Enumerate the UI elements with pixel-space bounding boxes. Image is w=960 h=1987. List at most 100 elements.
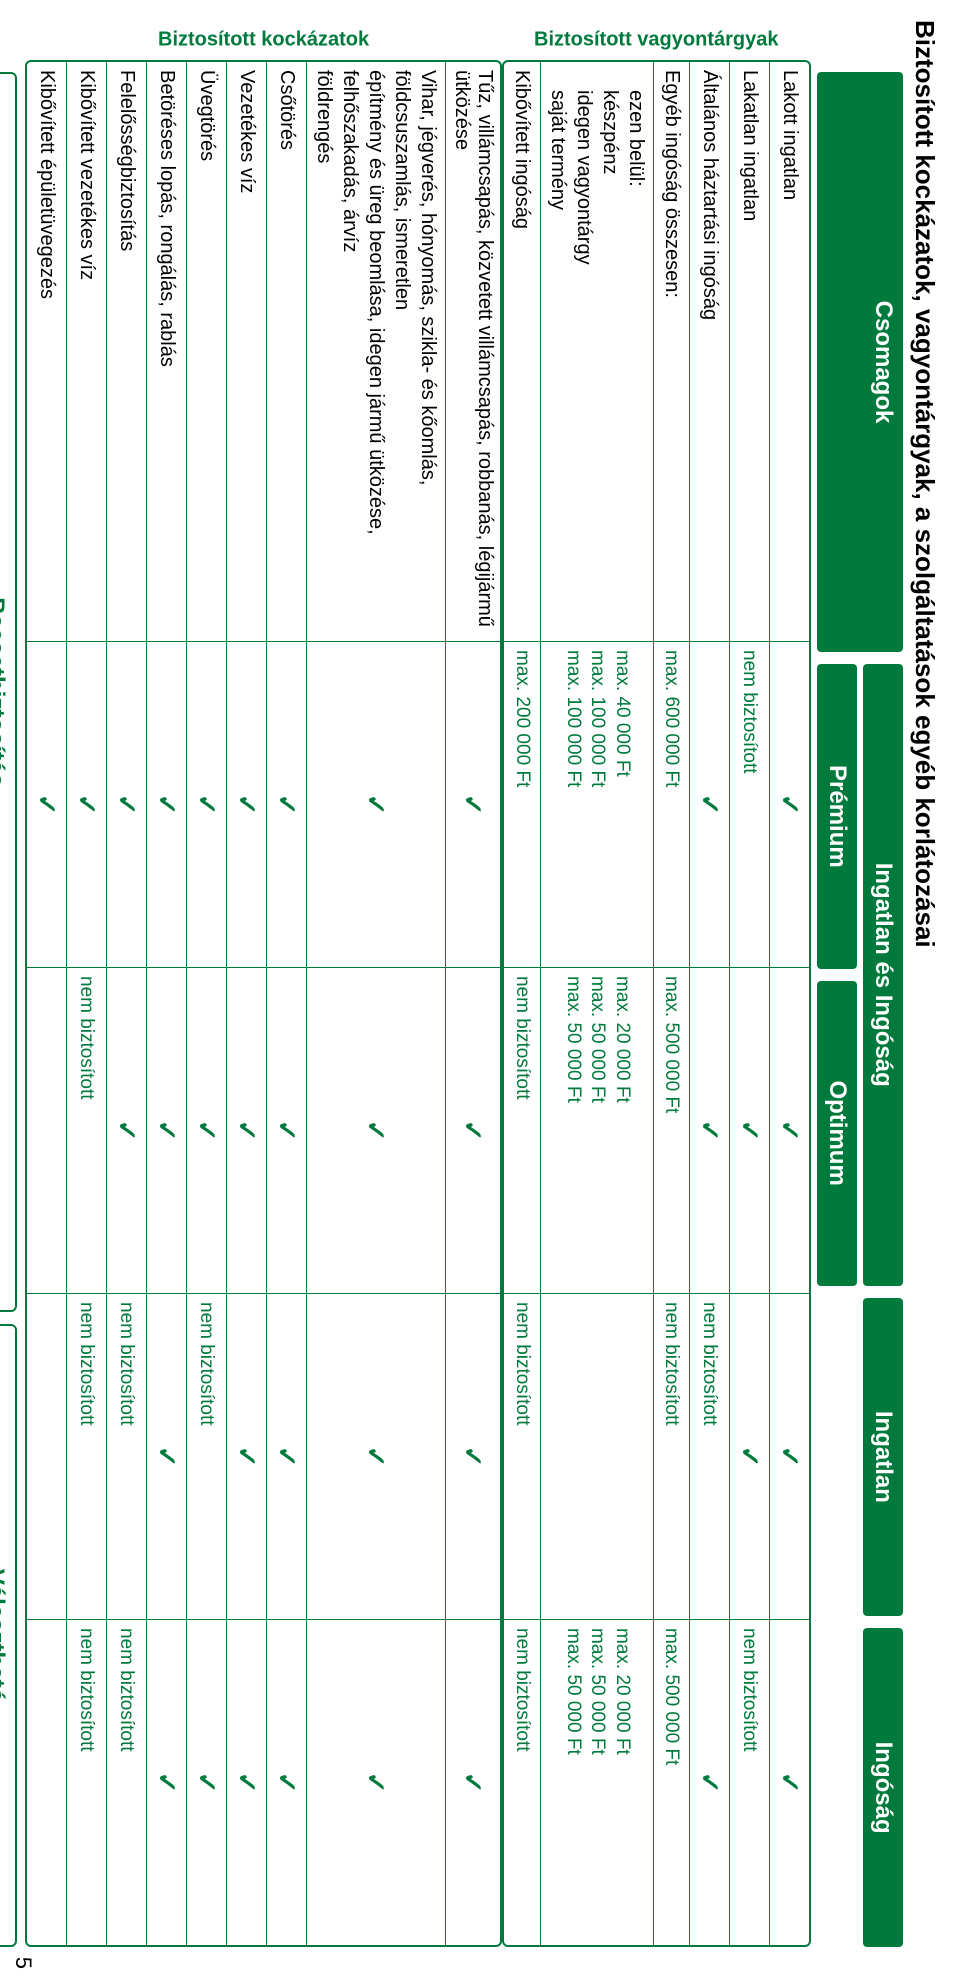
val-i: nem biztosított: [67, 1294, 106, 1620]
row-uvegtores: Üvegtörés ✓ ✓ nem biztosított ✓: [186, 62, 226, 1945]
label: Általános háztartási ingóság: [690, 62, 729, 642]
row-ezen: ezen belül: készpénz idegen vagyontárgy …: [540, 62, 653, 1945]
header-group: Ingatlan és Ingóság Prémium Optimum: [817, 664, 903, 1286]
val-o: [27, 968, 66, 1294]
label: ezen belül: készpénz idegen vagyontárgy …: [541, 62, 653, 642]
val-g: [27, 1620, 66, 1945]
val-i: [541, 1294, 653, 1620]
header-optimum: Optimum: [817, 981, 857, 1286]
label: Lakott ingatlan: [770, 62, 809, 642]
val-g: ✓: [147, 1620, 186, 1945]
spacer: [817, 20, 903, 60]
row-kibov-ep: Kibővített épületüvegezés ✓: [27, 62, 66, 1945]
label: Felelősségbiztosítás: [107, 62, 146, 642]
val-o: ✓: [730, 968, 769, 1294]
val-i: ✓: [307, 1294, 445, 1620]
val-i: nem biztosított: [187, 1294, 226, 1620]
val-o: ✓: [267, 968, 306, 1294]
val-p: ✓: [27, 642, 66, 968]
val-i: ✓: [730, 1294, 769, 1620]
section-kockazat: Biztosított kockázatok Tűz, villámcsapás…: [25, 20, 502, 1947]
val-o: ✓: [227, 968, 266, 1294]
val-g: max. 500 000 Ft: [654, 1620, 689, 1945]
header-premium: Prémium: [817, 664, 857, 969]
header-ingatlan: Ingatlan: [863, 1298, 903, 1617]
val-i: nem biztosított: [654, 1294, 689, 1620]
row-egyeb: Egyéb ingóság összesen: max. 600 000 Ft …: [653, 62, 689, 1945]
val-p: max. 600 000 Ft: [654, 642, 689, 968]
row-kibov-ingosag: Kibővített ingóság max. 200 000 Ft nem b…: [504, 62, 540, 1945]
row-lakatlan: Lakatlan ingatlan nem biztosított ✓ ✓ ne…: [729, 62, 769, 1945]
val-p: ✓: [147, 642, 186, 968]
val-o: max. 20 000 Ft max. 50 000 Ft max. 50 00…: [541, 968, 653, 1294]
header-sub: Prémium Optimum: [817, 664, 857, 1286]
label: Vihar, jégverés, hónyomás, szikla- és kő…: [307, 62, 445, 642]
val-g: max. 20 000 Ft max. 50 000 Ft max. 50 00…: [541, 1620, 653, 1945]
val-i: nem biztosított: [107, 1294, 146, 1620]
spacer: [0, 20, 17, 60]
val-o: nem biztosított: [504, 968, 540, 1294]
val-o: ✓: [107, 968, 146, 1294]
table-kockazat: Tűz, villámcsapás, közvetett villámcsapá…: [25, 60, 502, 1947]
val-i: ✓: [267, 1294, 306, 1620]
footer-baeset: Baesetbiztosítás: [0, 72, 17, 1312]
label: Kibővített vezetékes víz: [67, 62, 106, 642]
section-label-vagyon: Biztosított vagyontárgyak: [502, 20, 811, 60]
val-o: max. 500 000 Ft: [654, 968, 689, 1294]
label: Kibővített épületüvegezés: [27, 62, 66, 642]
val-p: max. 200 000 Ft: [504, 642, 540, 968]
val-p: ✓: [187, 642, 226, 968]
section-vagyon: Biztosított vagyontárgyak Lakott ingatla…: [502, 20, 811, 1947]
label: Vezetékes víz: [227, 62, 266, 642]
val-i: nem biztosított: [504, 1294, 540, 1620]
val-g: ✓: [770, 1620, 809, 1945]
val-o: ✓: [690, 968, 729, 1294]
page-number: 5: [10, 1957, 36, 1969]
val-p: ✓: [770, 642, 809, 968]
val-g: nem biztosított: [730, 1620, 769, 1945]
row-kibov-vez: Kibővített vezetékes víz ✓ nem biztosíto…: [66, 62, 106, 1945]
val-g: ✓: [446, 1620, 500, 1945]
label: Üvegtörés: [187, 62, 226, 642]
val-g: ✓: [267, 1620, 306, 1945]
label: Betöréses lopás, rongálás, rablás: [147, 62, 186, 642]
row-vezetekes: Vezetékes víz ✓ ✓ ✓ ✓: [226, 62, 266, 1945]
table-vagyon: Lakott ingatlan ✓ ✓ ✓ ✓ Lakatlan ingatla…: [502, 60, 811, 1947]
label: Tűz, villámcsapás, közvetett villámcsapá…: [446, 62, 500, 642]
val-i: ✓: [446, 1294, 500, 1620]
label: Lakatlan ingatlan: [730, 62, 769, 642]
val-g: nem biztosított: [107, 1620, 146, 1945]
label: Kibővített ingóság: [504, 62, 540, 642]
val-p: ✓: [267, 642, 306, 968]
footer-row: Baesetbiztosítás Választható: [0, 20, 17, 1947]
footer-valaszt: Választható: [0, 1324, 17, 1947]
row-felelosseg: Felelősségbiztosítás ✓ ✓ nem biztosított…: [106, 62, 146, 1945]
val-i: nem biztosított: [690, 1294, 729, 1620]
header-ingosag: Ingóság: [863, 1628, 903, 1947]
val-g: nem biztosított: [504, 1620, 540, 1945]
header-row-1: Csomagok Ingatlan és Ingóság Prémium Opt…: [817, 20, 903, 1947]
row-tuz: Tűz, villámcsapás, közvetett villámcsapá…: [445, 62, 500, 1945]
section-label-kockazat: Biztosított kockázatok: [25, 20, 502, 60]
header-group-title: Ingatlan és Ingóság: [863, 664, 903, 1286]
val-p: ✓: [107, 642, 146, 968]
val-p: ✓: [690, 642, 729, 968]
val-o: ✓: [446, 968, 500, 1294]
row-vihar: Vihar, jégverés, hónyomás, szikla- és kő…: [306, 62, 445, 1945]
row-altalanos: Általános háztartási ingóság ✓ ✓ nem biz…: [689, 62, 729, 1945]
val-p: ✓: [446, 642, 500, 968]
val-g: ✓: [187, 1620, 226, 1945]
label: Egyéb ingóság összesen:: [654, 62, 689, 642]
val-o: ✓: [770, 968, 809, 1294]
val-p: ✓: [227, 642, 266, 968]
val-p: ✓: [67, 642, 106, 968]
val-o: ✓: [147, 968, 186, 1294]
val-i: ✓: [770, 1294, 809, 1620]
val-i: ✓: [227, 1294, 266, 1620]
val-g: nem biztosított: [67, 1620, 106, 1945]
val-p: max. 40 000 Ft max. 100 000 Ft max. 100 …: [541, 642, 653, 968]
val-p: nem biztosított: [730, 642, 769, 968]
val-o: ✓: [307, 968, 445, 1294]
header-csomagok: Csomagok: [817, 72, 903, 652]
val-o: ✓: [187, 968, 226, 1294]
